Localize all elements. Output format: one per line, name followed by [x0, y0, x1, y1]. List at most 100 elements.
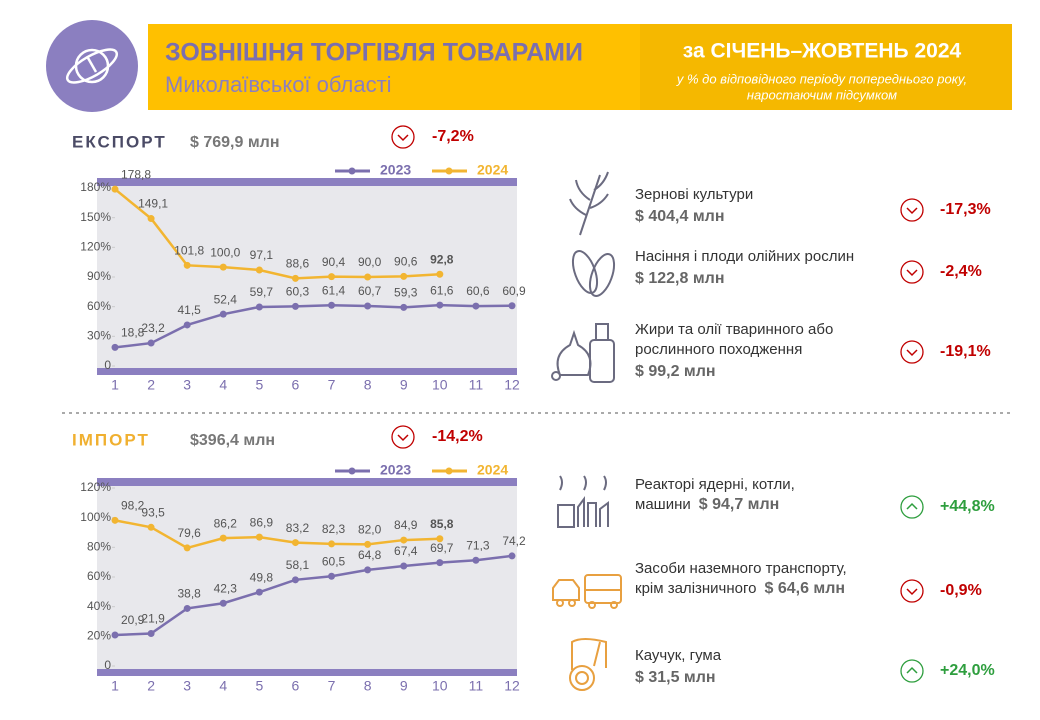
point [291, 539, 299, 547]
data-label: 49,8 [250, 570, 274, 584]
data-label: 41,5 [178, 303, 202, 317]
data-label: 58,1 [286, 558, 310, 572]
product-name: машини [635, 496, 691, 513]
series-line [114, 519, 440, 550]
trend-icon [900, 579, 924, 603]
product-value: $ 64,6 млн [765, 580, 846, 597]
y-tick-label: 120% [80, 480, 111, 494]
point [255, 266, 263, 274]
product-name: крім залізничного [635, 580, 757, 597]
point [328, 572, 336, 580]
point [436, 535, 444, 543]
plot-band [97, 368, 517, 375]
subtitle: Миколаївської області [165, 72, 392, 97]
point [328, 540, 336, 548]
trend-icon [391, 125, 415, 149]
x-tick-label: 1 [111, 678, 119, 694]
data-label: 82,3 [322, 522, 346, 536]
trend-icon [900, 260, 924, 284]
data-label: 90,4 [322, 255, 346, 269]
plot-band [97, 669, 517, 676]
x-tick-label: 2 [147, 678, 155, 694]
point [291, 302, 299, 310]
product-name: Жири та олії тваринного або [635, 321, 833, 338]
product-value: $ 31,5 млн [635, 669, 716, 686]
legend-marker [445, 467, 453, 475]
x-tick-label: 8 [364, 377, 372, 393]
trend-arrow [906, 349, 918, 357]
x-tick-label: 10 [432, 377, 448, 393]
legend-label: 2023 [380, 462, 411, 478]
legend-label: 2024 [477, 462, 508, 478]
point [219, 534, 227, 542]
x-tick-label: 11 [469, 377, 484, 393]
icon-machines [557, 475, 609, 528]
trend-arrow [906, 588, 918, 596]
x-tick-label: 3 [183, 678, 191, 694]
point [111, 631, 119, 639]
point [328, 273, 336, 281]
note: у % до відповідного періоду попереднього… [676, 71, 967, 86]
trend-arrow [906, 207, 918, 215]
trend-arrow [397, 434, 409, 442]
x-tick-label: 10 [432, 678, 448, 694]
data-label: 85,8 [430, 517, 454, 531]
point [400, 272, 408, 280]
y-tick-label: 0 [104, 358, 111, 372]
product-value: $ 94,7 млн [699, 496, 780, 513]
title: ЗОВНІШНЯ ТОРГІВЛЯ ТОВАРАМИ [165, 39, 583, 67]
data-label: 92,8 [430, 252, 454, 266]
point [111, 516, 119, 524]
point [400, 303, 408, 311]
product-name: Каучук, гума [635, 647, 722, 664]
x-tick-label: 4 [219, 678, 227, 694]
product-name: Засоби наземного транспорту, [635, 560, 847, 577]
point [472, 556, 480, 564]
data-label: 149,1 [138, 197, 168, 211]
data-label: 60,7 [358, 284, 382, 298]
point [183, 544, 191, 552]
point [436, 559, 444, 567]
data-label: 60,6 [466, 284, 490, 298]
data-label: 61,6 [430, 283, 454, 297]
data-label: 60,3 [286, 285, 310, 299]
data-label: 82,0 [358, 523, 382, 537]
legend-marker [445, 167, 453, 175]
data-label: 59,7 [250, 285, 274, 299]
y-tick-label: 0 [104, 658, 111, 672]
plot-band [97, 478, 517, 486]
y-tick-label: 80% [87, 540, 111, 554]
product-name: рослинного походження [635, 341, 802, 358]
change: -7,2% [432, 128, 474, 145]
data-label: 20,9 [121, 613, 145, 627]
y-tick-label: 60% [87, 299, 111, 313]
point [328, 301, 336, 309]
data-label: 52,4 [214, 292, 238, 306]
point [147, 339, 155, 347]
icon-wheat [569, 171, 609, 236]
data-label: 74,2 [502, 534, 526, 548]
y-tick-label: 150% [80, 210, 111, 224]
data-label: 18,8 [121, 326, 145, 340]
data-label: 71,3 [466, 538, 490, 552]
change: -19,1% [940, 343, 991, 360]
data-label: 101,8 [174, 244, 204, 258]
point [436, 301, 444, 309]
data-label: 23,2 [141, 321, 165, 335]
trend-icon [900, 659, 924, 683]
point [364, 273, 372, 281]
point [111, 185, 119, 193]
section-label: ІМПОРТ [72, 430, 150, 449]
trend-icon [900, 340, 924, 364]
trend-icon [391, 425, 415, 449]
series-line [114, 554, 513, 637]
plot-bg [97, 178, 517, 375]
point [508, 302, 516, 310]
change: -14,2% [432, 428, 483, 445]
x-tick-label: 7 [328, 377, 336, 393]
product-name: Зернові культури [635, 186, 753, 203]
product-value: $ 99,2 млн [635, 363, 716, 380]
change: -17,3% [940, 201, 991, 218]
x-tick-label: 12 [504, 678, 520, 694]
data-label: 21,9 [141, 612, 165, 626]
